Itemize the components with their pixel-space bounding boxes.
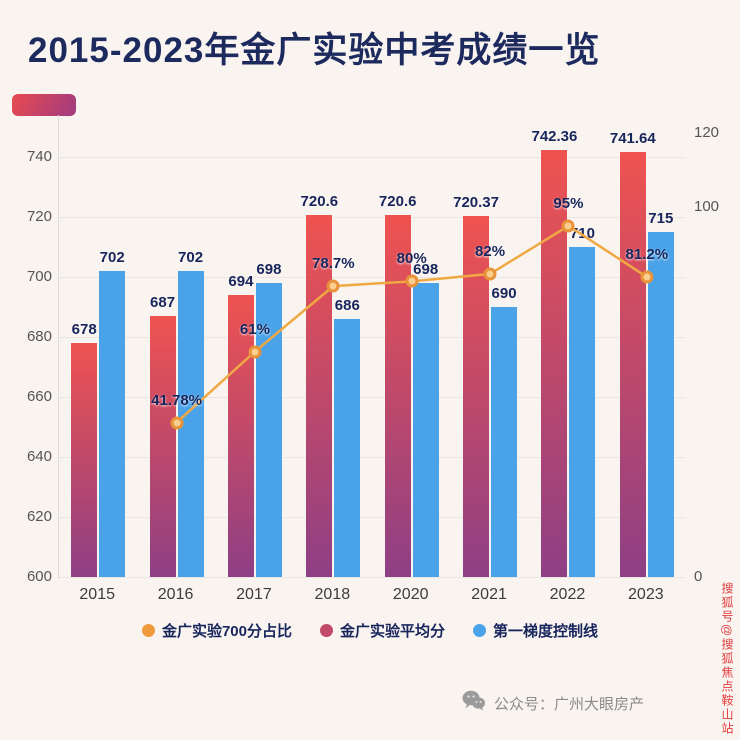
- y-axis-right-tick: 0: [694, 568, 703, 585]
- percentage-label: 41.78%: [151, 391, 202, 409]
- plot-area: 678 687 694 720.6 720.6 720.37 742.36 741.64 702…: [58, 115, 686, 578]
- line-marker: [640, 270, 654, 284]
- bar-average-score: [227, 295, 254, 577]
- legend-label: 金广实验700分占比: [161, 623, 292, 640]
- line-marker: [170, 416, 184, 430]
- bar-value-label: 698: [256, 261, 282, 278]
- gridline: [59, 337, 686, 338]
- bar-value-label: 715: [648, 210, 674, 227]
- percentage-label: 81.2%: [625, 245, 669, 263]
- bar-value-label: 687: [150, 294, 176, 311]
- y-axis-left-tick: 680: [26, 328, 52, 345]
- y-axis-left-tick: 660: [26, 388, 52, 405]
- bar-average-score: [306, 215, 333, 577]
- page-title: 2015-2023年金广实验中考成绩一览: [28, 31, 601, 70]
- bar-control-line: [647, 232, 674, 577]
- gridline: [59, 157, 686, 158]
- x-axis-label: 2020: [392, 586, 429, 603]
- bar-value-label: 720.6: [378, 193, 417, 211]
- line-marker: [326, 279, 340, 293]
- x-axis-label: 2023: [628, 586, 664, 603]
- percentage-label: 82%: [475, 242, 506, 260]
- bar-value-label: 678: [71, 321, 97, 338]
- bar-average-score: [619, 152, 646, 577]
- bar-value-label: 690: [491, 285, 517, 302]
- decoration-red-tab: [12, 94, 76, 116]
- y-axis-right: 0 100 120: [694, 115, 734, 585]
- y-axis-left: 600 620 640 660 680 700 720 740: [14, 115, 52, 585]
- bar-value-label: 694: [228, 273, 254, 290]
- bar-value-label: 686: [334, 297, 360, 314]
- x-axis-label: 2022: [549, 586, 586, 603]
- bar-value-label: 742.36: [531, 127, 578, 145]
- x-axis-label: 2016: [157, 586, 194, 603]
- x-axis-label: 2017: [236, 586, 272, 603]
- bar-value-label: 720.37: [453, 193, 500, 211]
- legend-item: 金广实验700分占比: [141, 620, 292, 641]
- gridline: [59, 217, 686, 218]
- x-axis-label: 2021: [471, 586, 507, 603]
- bar-control-line: [99, 271, 126, 577]
- y-axis-left-tick: 620: [26, 508, 52, 525]
- bar-value-label: 741.64: [609, 130, 656, 148]
- x-axis-label: 2018: [314, 586, 351, 603]
- percentage-label: 95%: [553, 194, 584, 212]
- y-axis-right-tick: 100: [694, 198, 720, 216]
- percentage-label: 78.7%: [312, 255, 355, 273]
- legend-label: 金广实验平均分: [340, 623, 446, 640]
- bar-control-line: [491, 307, 518, 577]
- legend-item: 第一梯度控制线: [473, 620, 598, 641]
- legend-dot: [320, 624, 333, 637]
- legend-dot: [141, 624, 155, 637]
- line-marker: [405, 274, 419, 288]
- x-axis: 2015 2016 2017 2018 2020 2021 2022 2023: [58, 586, 686, 610]
- y-axis-left-tick: 740: [26, 148, 52, 165]
- bar-control-line: [412, 283, 439, 577]
- bar-control-line: [569, 247, 596, 577]
- bar-value-label: 702: [178, 249, 204, 266]
- bar-value-label: 720.6: [300, 193, 339, 211]
- legend-dot: [473, 624, 487, 637]
- gridline: [59, 577, 686, 578]
- percentage-label: 80%: [396, 250, 427, 268]
- x-axis-label: 2015: [79, 586, 115, 603]
- bar-average-score: [71, 343, 98, 577]
- bar-value-label: 698: [413, 261, 439, 278]
- y-axis-left-tick: 640: [26, 448, 52, 465]
- gridline: [59, 517, 686, 518]
- gridline: [59, 397, 686, 398]
- footer-text: 公众号：广州大眼房产: [494, 695, 645, 713]
- y-axis-left-tick: 700: [26, 268, 52, 285]
- bar-control-line: [334, 319, 361, 577]
- footer: 公众号：广州大眼房产: [462, 690, 644, 716]
- y-axis-left-tick: 720: [26, 208, 52, 225]
- bar-value-label: 702: [99, 249, 125, 266]
- bar-average-score: [149, 316, 176, 577]
- line-marker: [248, 345, 262, 359]
- watermark: 搜狐号@搜狐焦点鞍山站: [720, 581, 734, 736]
- legend-item: 金广实验平均分: [320, 620, 445, 641]
- percentage-line: [175, 224, 648, 424]
- line-marker: [561, 219, 575, 233]
- wechat-icon: [462, 690, 486, 716]
- y-axis-right-tick: 120: [694, 124, 720, 142]
- percentage-label: 61%: [239, 320, 270, 338]
- gridline: [59, 277, 686, 278]
- y-axis-left-tick: 600: [26, 568, 52, 585]
- gridline: [59, 457, 686, 458]
- legend: 金广实验700分占比 金广实验平均分 第一梯度控制线: [0, 620, 740, 641]
- legend-label: 第一梯度控制线: [493, 623, 599, 640]
- line-marker: [483, 267, 497, 281]
